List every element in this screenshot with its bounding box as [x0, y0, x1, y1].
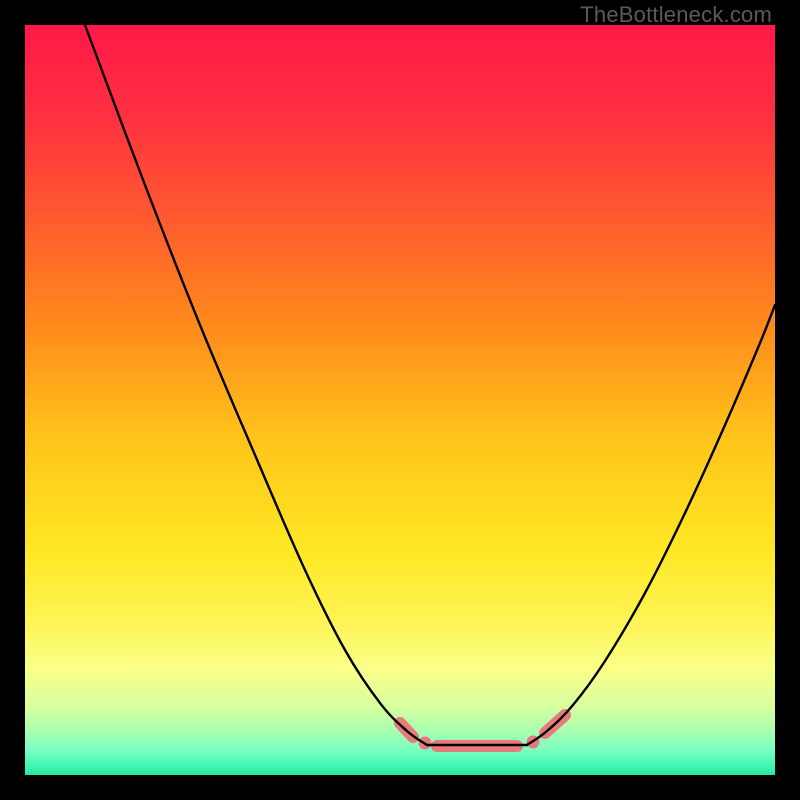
watermark-text: TheBottleneck.com	[580, 2, 772, 28]
chart-frame: TheBottleneck.com	[0, 0, 800, 800]
plot-area	[25, 25, 775, 775]
